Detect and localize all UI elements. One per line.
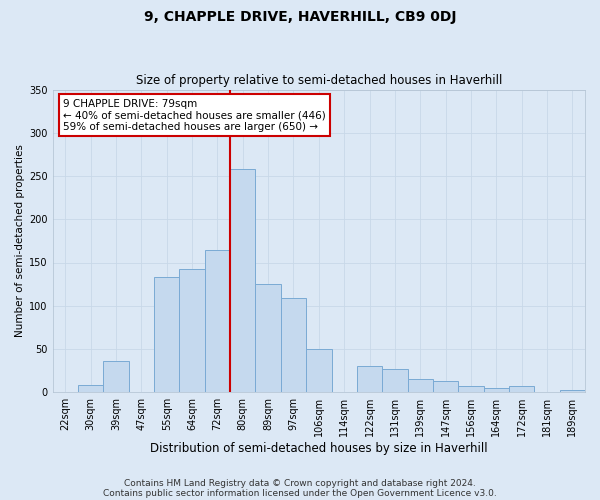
- X-axis label: Distribution of semi-detached houses by size in Haverhill: Distribution of semi-detached houses by …: [150, 442, 488, 455]
- Text: Contains public sector information licensed under the Open Government Licence v3: Contains public sector information licen…: [103, 488, 497, 498]
- Bar: [407, 379, 433, 392]
- Bar: [484, 388, 509, 392]
- Bar: [382, 369, 407, 392]
- Bar: [78, 386, 103, 392]
- Title: Size of property relative to semi-detached houses in Haverhill: Size of property relative to semi-detach…: [136, 74, 502, 87]
- Bar: [256, 284, 281, 392]
- Bar: [560, 390, 585, 392]
- Bar: [103, 361, 129, 392]
- Bar: [230, 169, 256, 392]
- Y-axis label: Number of semi-detached properties: Number of semi-detached properties: [15, 144, 25, 338]
- Bar: [179, 268, 205, 392]
- Text: Contains HM Land Registry data © Crown copyright and database right 2024.: Contains HM Land Registry data © Crown c…: [124, 478, 476, 488]
- Bar: [458, 386, 484, 392]
- Bar: [205, 250, 230, 392]
- Bar: [433, 381, 458, 392]
- Bar: [281, 298, 306, 392]
- Bar: [509, 386, 535, 392]
- Text: 9 CHAPPLE DRIVE: 79sqm
← 40% of semi-detached houses are smaller (446)
59% of se: 9 CHAPPLE DRIVE: 79sqm ← 40% of semi-det…: [63, 98, 326, 132]
- Bar: [154, 277, 179, 392]
- Text: 9, CHAPPLE DRIVE, HAVERHILL, CB9 0DJ: 9, CHAPPLE DRIVE, HAVERHILL, CB9 0DJ: [144, 10, 456, 24]
- Bar: [306, 349, 332, 392]
- Bar: [357, 366, 382, 392]
